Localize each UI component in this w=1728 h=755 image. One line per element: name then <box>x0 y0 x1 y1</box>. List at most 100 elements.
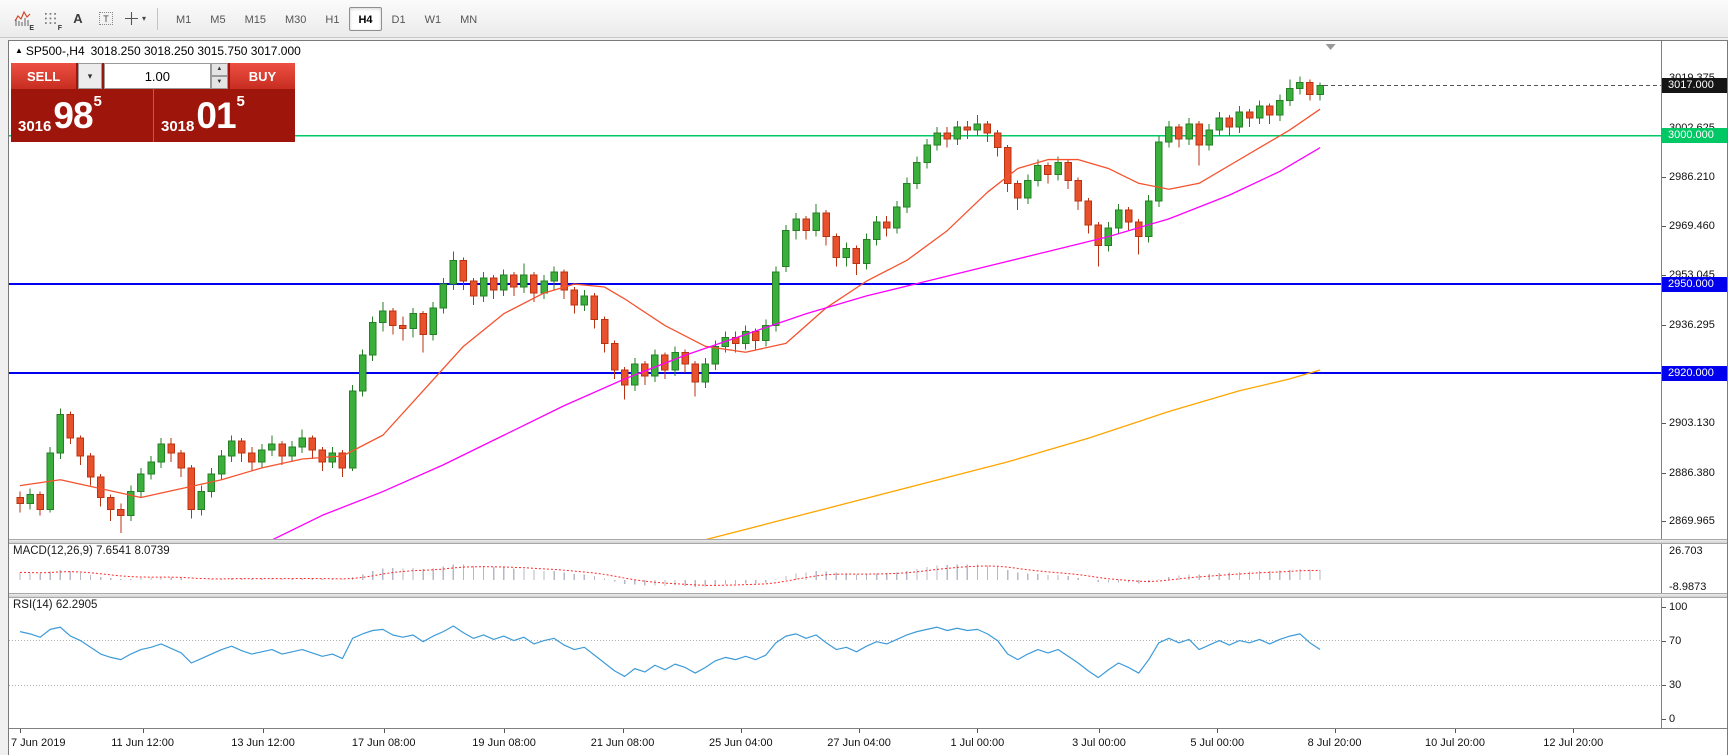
price-axis-label: 2936.295 <box>1669 318 1715 331</box>
time-axis-label: 5 Jul 00:00 <box>1190 737 1245 749</box>
pane-splitter[interactable] <box>9 593 1727 598</box>
timeframe-w1[interactable]: W1 <box>424 13 442 26</box>
axis-tick <box>1573 729 1575 733</box>
volume-input[interactable] <box>103 63 211 89</box>
axis-tick <box>1217 729 1219 733</box>
rsi-chart[interactable] <box>9 598 1661 728</box>
grid-icon[interactable]: F <box>38 7 62 32</box>
volume-increase-button[interactable]: ▲ <box>210 63 228 76</box>
time-axis-label: 3 Jul 00:00 <box>1072 737 1126 749</box>
volume-decrease-button[interactable]: ▼ <box>210 76 228 89</box>
axis-tick <box>263 729 265 733</box>
ask-big-figure: 3018 <box>161 118 195 135</box>
ask-pipette: 5 <box>236 93 245 110</box>
axis-tick <box>1662 685 1666 687</box>
time-axis-label: 25 Jun 04:00 <box>709 737 773 749</box>
toolbar-separator <box>157 7 159 30</box>
rsi-label: RSI(14) 62.2905 <box>13 599 98 611</box>
axis-tick <box>1334 729 1336 733</box>
axis-tick <box>1662 640 1666 642</box>
order-type-dropdown[interactable]: ▾ <box>78 63 102 89</box>
axis-tick <box>1662 324 1666 326</box>
time-axis[interactable]: 7 Jun 2019 11 Jun 12:00 13 Jun 12:00 17 Jun… <box>9 729 1727 755</box>
timeframe-h4[interactable]: H4 <box>349 6 382 31</box>
quote-row: 3016 98 5 3018 01 5 <box>11 89 295 142</box>
icon-sub-label: F <box>57 24 62 32</box>
time-axis-label: 8 Jul 20:00 <box>1307 737 1362 749</box>
price-tag: 2920.000 <box>1662 365 1727 381</box>
volume-spinner: ▲ ▼ <box>210 63 228 89</box>
axis-tick <box>859 729 861 733</box>
indicators-icon[interactable]: E <box>10 7 34 32</box>
timeframe-m15[interactable]: M15 <box>244 13 266 26</box>
bid-pipette: 5 <box>93 93 102 110</box>
rsi-pane[interactable]: RSI(14) 62.2905 <box>9 598 1661 728</box>
timeframe-m5[interactable]: M5 <box>210 13 226 26</box>
axis-tick <box>1662 275 1666 277</box>
buy-button[interactable]: BUY <box>229 63 295 89</box>
sell-button[interactable]: SELL <box>11 63 77 89</box>
candlestick-chart[interactable] <box>9 41 1661 539</box>
volume-control: ▲ ▼ <box>103 63 228 89</box>
timeframe-toolbar: M1 M5 M15 M30 H1 H4 D1 W1 MN <box>167 6 486 31</box>
time-axis-label: 13 Jun 12:00 <box>231 737 295 749</box>
boxed-t-glyph: T <box>99 12 113 25</box>
bid-big-figure: 3016 <box>18 118 52 135</box>
axis-tick <box>142 729 144 733</box>
price-axis-label: 2869.965 <box>1669 515 1715 528</box>
timeframe-m1[interactable]: M1 <box>176 13 192 26</box>
crosshair-icon[interactable]: ▾ <box>122 7 148 31</box>
price-tag: 2950.000 <box>1662 276 1727 292</box>
chevron-down-icon: ▾ <box>87 70 93 81</box>
pane-splitter[interactable] <box>9 539 1727 544</box>
price-axis-label: 2986.210 <box>1669 170 1715 183</box>
macd-pane[interactable]: MACD(12,26,9) 7.6541 8.0739 <box>9 544 1661 593</box>
axis-tick <box>1662 226 1666 228</box>
ask-price-button[interactable]: 3018 01 5 <box>153 89 295 142</box>
axis-tick <box>383 729 385 733</box>
trade-controls-row: SELL ▾ ▲ ▼ BUY <box>11 63 295 89</box>
time-axis-separator <box>9 728 1727 729</box>
timeframe-m30[interactable]: M30 <box>284 13 307 26</box>
time-axis-label: 19 Jun 08:00 <box>472 737 536 749</box>
price-axis-label: 2886.380 <box>1669 466 1715 479</box>
axis-tick <box>1662 719 1666 721</box>
price-chart-pane[interactable]: ▲ SP500-,H4 3018.250 3018.250 3015.750 301… <box>9 41 1661 539</box>
time-axis-label: 11 Jun 12:00 <box>111 737 175 749</box>
axis-tick <box>1662 521 1666 523</box>
axis-tick <box>1662 472 1666 474</box>
time-axis-label: 27 Jun 04:00 <box>827 737 891 749</box>
axis-tick <box>504 729 506 733</box>
ask-pips: 01 <box>196 94 236 136</box>
timeframe-mn[interactable]: MN <box>460 13 478 26</box>
icon-sub-label: E <box>29 24 34 32</box>
axis-tick <box>622 729 624 733</box>
macd-chart[interactable] <box>9 544 1661 593</box>
axis-tick <box>977 729 979 733</box>
bid-price-button[interactable]: 3016 98 5 <box>11 89 153 142</box>
price-axis-label: 2969.460 <box>1669 220 1715 233</box>
text-box-icon[interactable]: T <box>94 7 118 31</box>
time-axis-label: 10 Jul 20:00 <box>1425 737 1485 749</box>
chart-symbol-period: SP500-,H4 <box>25 44 85 58</box>
time-axis-label: 21 Jun 08:00 <box>590 737 655 749</box>
toolbar: E F A T ▾ M1 M5 M15 M30 H1 H4 D1 W1 MN <box>0 0 1728 38</box>
price-tag: 3017.000 <box>1662 77 1727 93</box>
rsi-axis-label: 0 <box>1669 713 1676 726</box>
timeframe-d1[interactable]: D1 <box>391 13 406 26</box>
symbol-marker-icon: ▲ <box>15 46 23 55</box>
timeframe-h1[interactable]: H1 <box>325 13 340 26</box>
price-axis-label: 2903.130 <box>1669 417 1715 429</box>
time-axis-label: 17 Jun 08:00 <box>351 737 416 749</box>
axis-tick <box>1662 176 1666 178</box>
rsi-axis-label: 30 <box>1669 679 1682 692</box>
letter-a-glyph: A <box>73 11 83 26</box>
toolbar-icons: E F A T ▾ <box>10 7 148 32</box>
chart-title: ▲ SP500-,H4 3018.250 3018.250 3015.750 301… <box>15 44 301 58</box>
text-label-icon[interactable]: A <box>66 7 90 31</box>
dropdown-caret-icon: ▾ <box>142 14 147 23</box>
time-axis-label: 7 Jun 2019 <box>11 737 66 749</box>
price-axis[interactable]: 3019.3753002.6252986.2102969.4602953.045… <box>1661 41 1727 728</box>
one-click-trading-panel: SELL ▾ ▲ ▼ BUY 3016 98 5 301 <box>11 63 295 142</box>
